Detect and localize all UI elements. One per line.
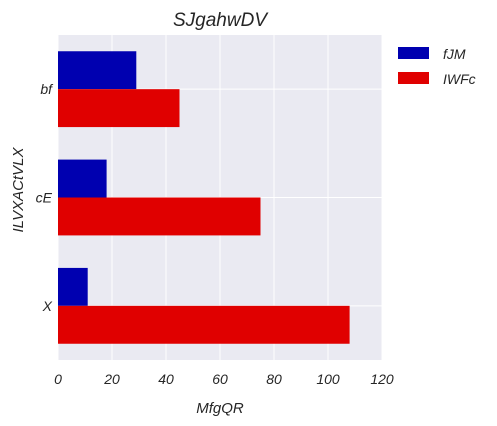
x-tick-label: 20 <box>103 371 120 387</box>
y-axis-label: ILVXACtVLX <box>10 146 27 232</box>
y-tick-label: X <box>42 298 53 314</box>
legend-swatch-IWFc <box>398 72 429 84</box>
bars <box>58 51 350 344</box>
x-tick-label: 60 <box>212 371 228 387</box>
legend-swatch-fJM <box>398 47 429 59</box>
y-tick-label: cE <box>36 190 53 206</box>
bar-IWFc-bf <box>58 89 180 128</box>
legend-label-fJM: fJM <box>443 46 466 62</box>
x-tick-label: 0 <box>54 371 62 387</box>
y-tick-label: bf <box>40 81 54 97</box>
x-axis-label: MfgQR <box>196 400 244 417</box>
bar-fJM-cE <box>58 159 107 198</box>
x-tick-label: 120 <box>370 371 394 387</box>
legend-label-IWFc: IWFc <box>443 71 476 87</box>
x-tick-label: 40 <box>158 371 174 387</box>
bar-IWFc-X <box>58 305 350 344</box>
bar-fJM-bf <box>58 51 137 90</box>
x-tick-label: 100 <box>316 371 340 387</box>
bar-IWFc-cE <box>58 197 261 236</box>
y-tick-labels: bf cE X <box>36 81 54 314</box>
x-tick-labels: 0 20 40 60 80 100 120 <box>54 371 394 387</box>
x-tick-label: 80 <box>266 371 282 387</box>
chart-title: SJgahwDV <box>173 10 269 31</box>
bar-fJM-X <box>58 267 88 306</box>
legend: fJM IWFc <box>398 46 476 87</box>
